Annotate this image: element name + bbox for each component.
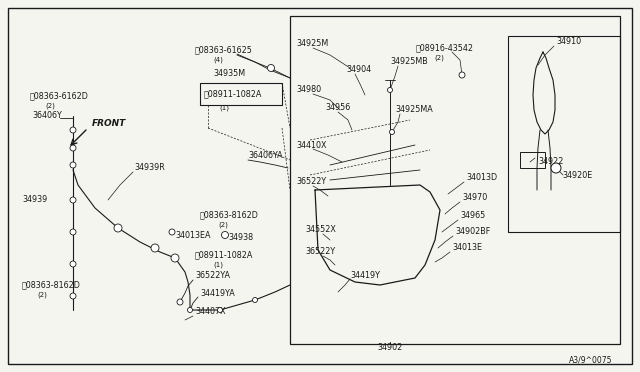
Text: 34410X: 34410X xyxy=(296,141,326,150)
Text: 36406YA: 36406YA xyxy=(248,151,283,160)
Text: 34013E: 34013E xyxy=(452,244,482,253)
Text: 34965: 34965 xyxy=(460,212,485,221)
Text: 34925MA: 34925MA xyxy=(395,106,433,115)
Text: 34902: 34902 xyxy=(378,343,403,353)
Text: 34925M: 34925M xyxy=(296,39,328,48)
Text: (1): (1) xyxy=(219,105,229,111)
Text: 34922: 34922 xyxy=(538,157,563,167)
Circle shape xyxy=(459,72,465,78)
Circle shape xyxy=(253,298,257,302)
Bar xyxy=(520,152,545,168)
Text: 34925MB: 34925MB xyxy=(390,58,428,67)
Circle shape xyxy=(70,145,76,151)
Bar xyxy=(290,16,620,344)
Text: 36522YA: 36522YA xyxy=(195,272,230,280)
Circle shape xyxy=(171,254,179,262)
Text: FRONT: FRONT xyxy=(92,119,126,128)
Text: 34980: 34980 xyxy=(296,86,321,94)
Circle shape xyxy=(387,87,392,93)
Text: 34013EA: 34013EA xyxy=(175,231,211,240)
Text: 34935M: 34935M xyxy=(213,68,245,77)
Circle shape xyxy=(70,293,76,299)
Text: 34904: 34904 xyxy=(346,65,371,74)
Text: (4): (4) xyxy=(213,57,223,63)
Circle shape xyxy=(188,308,193,312)
Text: 34902BF: 34902BF xyxy=(455,228,490,237)
Circle shape xyxy=(70,261,76,267)
Circle shape xyxy=(70,162,76,168)
Circle shape xyxy=(177,299,183,305)
Circle shape xyxy=(70,229,76,235)
Text: (2): (2) xyxy=(218,222,228,228)
Circle shape xyxy=(268,64,275,71)
Circle shape xyxy=(390,129,394,135)
Text: 34552X: 34552X xyxy=(305,225,336,234)
Text: 34419YA: 34419YA xyxy=(200,289,235,298)
Text: Ⓝ08363-61625: Ⓝ08363-61625 xyxy=(195,45,253,55)
Text: (1): (1) xyxy=(213,262,223,268)
Text: Ⓝ08363-6162D: Ⓝ08363-6162D xyxy=(30,92,89,100)
Bar xyxy=(200,83,282,105)
Text: (2): (2) xyxy=(434,55,444,61)
Circle shape xyxy=(114,224,122,232)
Circle shape xyxy=(70,127,76,133)
Text: 34920E: 34920E xyxy=(562,170,592,180)
Text: 36406Y: 36406Y xyxy=(32,110,61,119)
Text: 34013D: 34013D xyxy=(466,173,497,183)
Text: 36522Y: 36522Y xyxy=(305,247,335,257)
Text: Ⓡ08916-43542: Ⓡ08916-43542 xyxy=(416,44,474,52)
Text: (2): (2) xyxy=(37,292,47,298)
Circle shape xyxy=(218,308,223,312)
Text: 34407X: 34407X xyxy=(195,308,226,317)
Text: Ⓞ08911-1082A: Ⓞ08911-1082A xyxy=(195,250,253,260)
Circle shape xyxy=(70,197,76,203)
Text: 34956: 34956 xyxy=(325,103,350,112)
Text: Ⓞ08911-1082A: Ⓞ08911-1082A xyxy=(204,90,262,99)
Text: 34939: 34939 xyxy=(22,196,47,205)
Circle shape xyxy=(551,163,561,173)
Text: 34939R: 34939R xyxy=(134,164,164,173)
Text: 34910: 34910 xyxy=(556,38,581,46)
Circle shape xyxy=(169,229,175,235)
Text: 36522Y: 36522Y xyxy=(296,177,326,186)
Circle shape xyxy=(151,244,159,252)
Bar xyxy=(508,36,620,232)
Text: Ⓝ08363-8162D: Ⓝ08363-8162D xyxy=(200,211,259,219)
Text: Ⓝ08363-8162D: Ⓝ08363-8162D xyxy=(22,280,81,289)
Text: (2): (2) xyxy=(45,103,55,109)
Circle shape xyxy=(221,231,228,238)
Text: 34970: 34970 xyxy=(462,193,487,202)
Text: 34419Y: 34419Y xyxy=(350,270,380,279)
Text: 34938: 34938 xyxy=(228,234,253,243)
Text: A3/9^0075: A3/9^0075 xyxy=(568,356,612,365)
